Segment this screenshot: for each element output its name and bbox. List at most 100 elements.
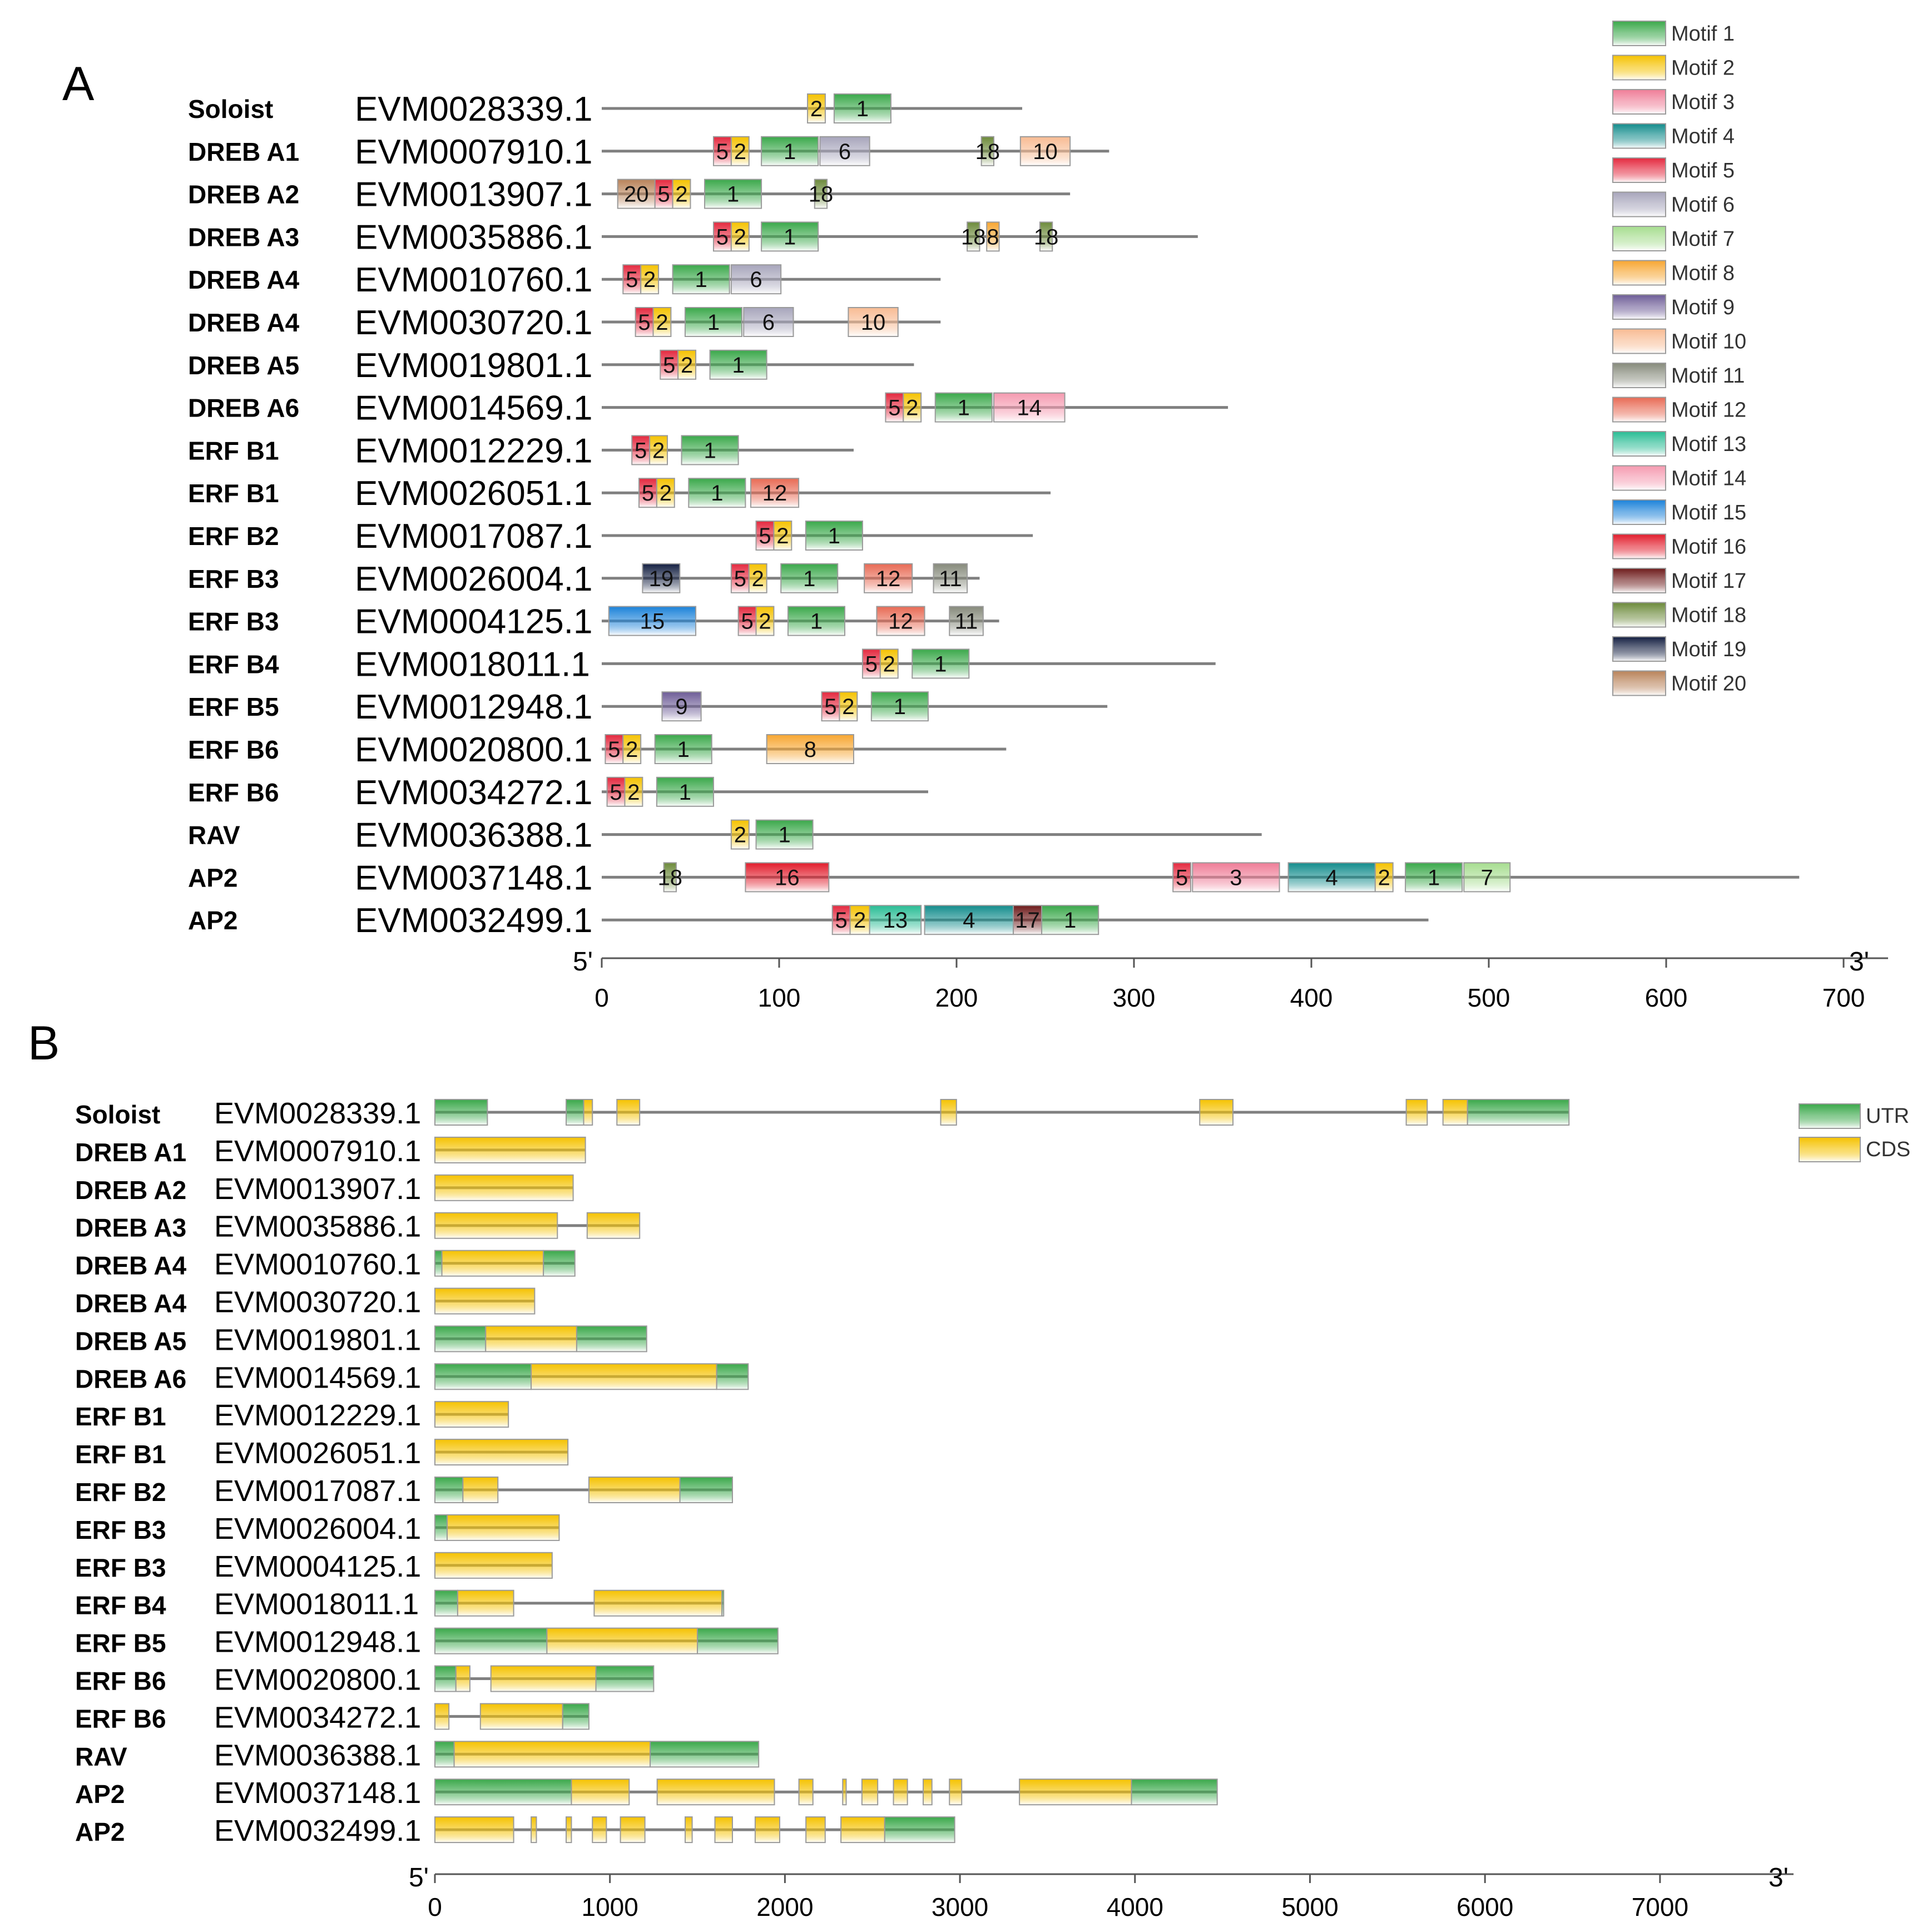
motif-number: 12 <box>888 610 913 634</box>
legend-entry-motif-17: Motif 17 <box>1612 568 1746 593</box>
utr-segment <box>434 1589 458 1617</box>
utr-segment <box>434 1099 488 1126</box>
group-label: DREB A4 <box>188 308 300 337</box>
motif-9-box <box>661 691 702 722</box>
group-label: ERF B2 <box>75 1478 166 1507</box>
legend-label: Motif 3 <box>1671 91 1735 114</box>
cds-segment <box>940 1099 957 1126</box>
motif-1-box <box>870 691 929 722</box>
gene-id: EVM0020800.1 <box>214 1663 421 1697</box>
gene-id: EVM0034272.1 <box>355 774 592 812</box>
motif-2-box <box>677 349 697 380</box>
motif-number: 6 <box>762 310 775 335</box>
motif-2-box <box>903 392 922 423</box>
motif-2-box <box>649 435 668 465</box>
gene-structure-row: DREB A5 EVM0019801.1 <box>75 1323 647 1356</box>
motif-row: ERF B5 EVM0012948.1 9 5 2 1 <box>188 688 1108 726</box>
motif-row: DREB A4 EVM0030720.1 5 2 1 6 10 <box>188 304 941 342</box>
motif-number: 9 <box>675 695 687 719</box>
legend-label: Motif 11 <box>1671 364 1745 388</box>
motif-1-box <box>787 606 846 636</box>
motif-2-box <box>624 776 643 807</box>
motif-12-box <box>876 606 925 636</box>
motif-row: ERF B1 EVM0012229.1 5 2 1 <box>188 432 854 470</box>
legend-entry-motif-19: Motif 19 <box>1612 636 1746 662</box>
motif-number: 18 <box>658 865 683 890</box>
cds-segment <box>592 1816 607 1844</box>
legend-swatch <box>1612 123 1666 149</box>
group-label: Soloist <box>75 1100 160 1129</box>
legend-entry-cds: CDS <box>1799 1137 1910 1162</box>
cds-segment <box>457 1589 514 1617</box>
utr-segment <box>434 1363 532 1390</box>
motif-18-box <box>967 221 980 252</box>
cds-segment <box>842 1779 847 1806</box>
motif-11-box <box>933 563 968 593</box>
motif-5-box <box>712 136 732 166</box>
legend-swatch <box>1612 568 1666 593</box>
motif-number: 1 <box>1428 865 1440 890</box>
group-label: ERF B1 <box>188 436 279 465</box>
motif-18-box <box>814 179 828 209</box>
motif-number: 2 <box>810 97 823 121</box>
motif-5-box <box>605 734 624 764</box>
gene-structure-row: AP2 EVM0037148.1 <box>75 1776 1218 1810</box>
motif-number: 5 <box>626 267 638 292</box>
motif-number: 2 <box>652 438 665 463</box>
motif-row: ERF B3 EVM0026004.1 19 5 2 1 12 11 <box>188 560 980 598</box>
motif-number: 2 <box>656 310 668 335</box>
legend-swatch <box>1612 294 1666 320</box>
motif-row: DREB A1 EVM0007910.1 5 2 1 6 18 10 <box>188 133 1109 171</box>
motif-number: 6 <box>750 267 762 292</box>
motif-number: 1 <box>803 567 815 591</box>
motif-8-box <box>986 221 1000 252</box>
motif-1-box <box>833 93 891 123</box>
cds-segment <box>1442 1099 1468 1126</box>
panel-b-tick-label: 7000 <box>1632 1893 1688 1921</box>
legend-swatch <box>1799 1103 1861 1129</box>
motif-number: 2 <box>626 737 638 762</box>
motif-row: DREB A6 EVM0014569.1 5 2 1 14 <box>188 389 1228 428</box>
utr-segment <box>434 1627 548 1654</box>
cds-segment <box>571 1779 630 1806</box>
gene-id: EVM0028339.1 <box>355 90 592 128</box>
motif-number: 2 <box>854 908 866 933</box>
utr-segment <box>697 1627 779 1654</box>
utr-segment <box>434 1741 455 1768</box>
legend-entry-motif-14: Motif 14 <box>1612 465 1746 491</box>
group-label: ERF B3 <box>75 1553 166 1582</box>
legend-entry-motif-10: Motif 10 <box>1612 328 1746 354</box>
motif-1-box <box>912 648 970 679</box>
motif-2-box <box>656 478 675 508</box>
gene-id: EVM0010760.1 <box>214 1248 421 1281</box>
motif-number: 13 <box>883 908 908 933</box>
gene-id: EVM0036388.1 <box>355 816 592 855</box>
legend-swatch <box>1612 328 1666 354</box>
cds-segment <box>566 1816 572 1844</box>
motif-number: 2 <box>842 695 854 719</box>
legend-swatch <box>1612 21 1666 46</box>
motif-number: 6 <box>839 140 851 164</box>
cds-segment <box>616 1099 641 1126</box>
legend-label: Motif 14 <box>1671 467 1746 491</box>
cds-segment <box>434 1439 569 1466</box>
legend-entry-motif-1: Motif 1 <box>1612 21 1735 46</box>
gene-id: EVM0030720.1 <box>214 1286 421 1319</box>
motif-15-box <box>608 606 697 636</box>
motif-number: 5 <box>759 524 771 548</box>
motif-number: 5 <box>663 353 675 378</box>
motif-number: 1 <box>894 695 906 719</box>
motif-1-box <box>755 819 814 850</box>
cds-segment <box>1405 1099 1428 1126</box>
gene-id: EVM0032499.1 <box>355 901 592 940</box>
motif-1-box <box>704 179 762 209</box>
motif-number: 4 <box>1326 865 1338 890</box>
cds-segment <box>434 1212 558 1239</box>
cds-segment <box>949 1779 963 1806</box>
motif-18-box <box>1039 221 1053 252</box>
legend-swatch <box>1612 226 1666 251</box>
motif-number: 2 <box>776 524 789 548</box>
motif-number: 8 <box>804 737 816 762</box>
gene-id: EVM0037148.1 <box>214 1776 421 1810</box>
motif-10-box <box>1019 136 1071 166</box>
